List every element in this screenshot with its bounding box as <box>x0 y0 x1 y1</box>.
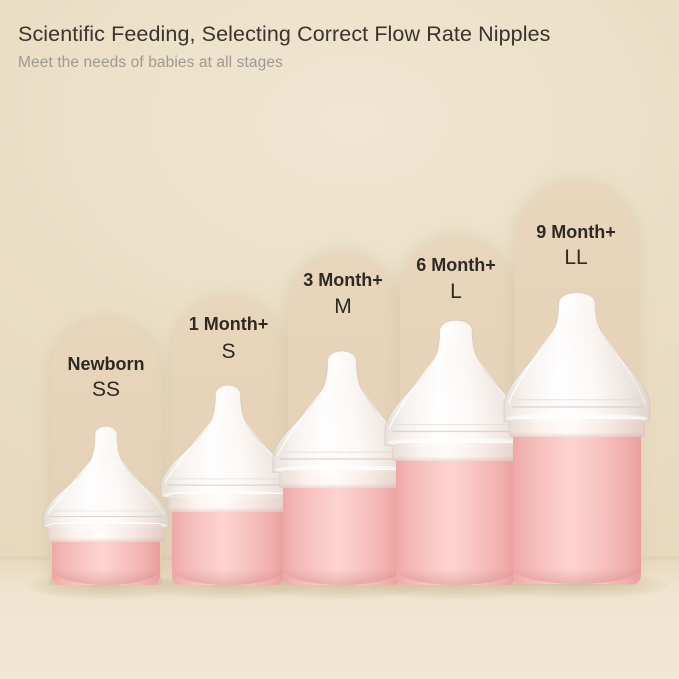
age-label-9month-ll: 9 Month+ <box>536 222 616 242</box>
collar-ring-3month-m <box>279 469 405 488</box>
age-label-newborn-ss: Newborn <box>67 354 145 374</box>
collar-ring-newborn-ss <box>48 523 164 542</box>
page-title: Scientific Feeding, Selecting Correct Fl… <box>18 22 551 46</box>
size-label-9month-ll: LL <box>564 246 588 269</box>
size-label-3month-m: M <box>334 295 352 318</box>
size-label-1month-s: S <box>221 340 236 363</box>
nipple-3month-m <box>270 341 414 475</box>
collar-ring-9month-ll <box>509 418 645 437</box>
collar-ring-6month-l <box>392 442 520 461</box>
bottle-body-newborn-ss <box>52 537 160 585</box>
nipple-9month-ll <box>501 282 653 424</box>
bottle-body-6month-l <box>396 456 516 585</box>
age-label-1month-s: 1 Month+ <box>188 314 269 334</box>
age-label-6month-l: 6 Month+ <box>416 255 496 275</box>
age-label-3month-m: 3 Month+ <box>303 270 383 290</box>
page-subtitle: Meet the needs of babies at all stages <box>18 54 283 71</box>
bottle-body-3month-m <box>283 483 401 585</box>
collar-ring-1month-s <box>168 493 288 512</box>
bottle-body-1month-s <box>172 507 284 585</box>
size-label-6month-l: L <box>450 280 462 303</box>
size-label-newborn-ss: SS <box>91 378 120 401</box>
bottle-body-9month-ll <box>513 432 641 584</box>
header: Scientific Feeding, Selecting Correct Fl… <box>18 22 658 72</box>
